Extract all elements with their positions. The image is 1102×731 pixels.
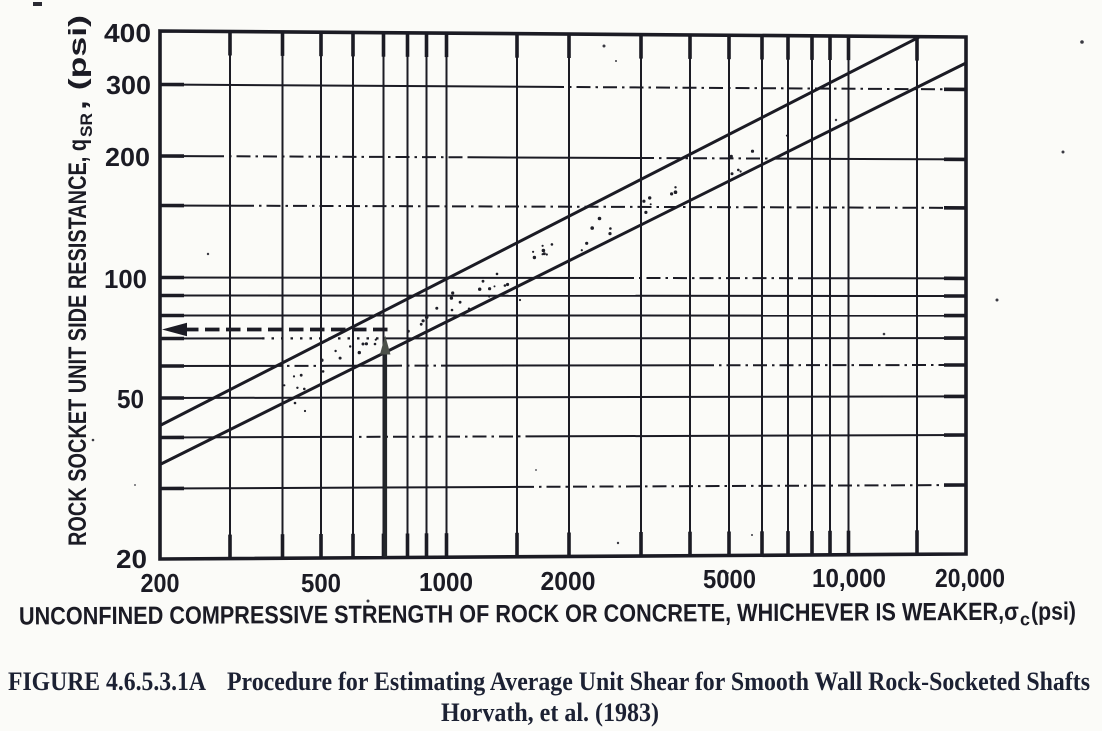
svg-text:200: 200 [105,142,150,172]
svg-text:300: 300 [106,70,151,100]
svg-text:SR: SR [77,113,96,137]
svg-text:5000: 5000 [703,564,756,594]
svg-text:100: 100 [104,264,147,294]
svg-text:UNCONFINED COMPRESSIVE STRENGT: UNCONFINED COMPRESSIVE STRENGTH OF ROCK … [19,598,1019,631]
svg-text:, (psi): , (psi) [64,15,92,110]
svg-text:10,000: 10,000 [812,563,886,593]
svg-text:Horvath, et al. (1983): Horvath, et al. (1983) [441,698,659,727]
svg-text:20,000: 20,000 [935,563,1005,593]
svg-text:ROCK SOCKET UNIT SIDE RESISTAN: ROCK SOCKET UNIT SIDE RESISTANCE, q [64,139,92,546]
svg-text:c: c [1020,609,1030,629]
svg-text:(psi): (psi) [1031,598,1076,626]
svg-text:1000: 1000 [419,567,473,597]
svg-text:Procedure for Estimating Avera: Procedure for Estimating Average Unit Sh… [227,667,1090,696]
svg-text:50: 50 [117,384,144,414]
svg-text:FIGURE 4.6.5.3.1A: FIGURE 4.6.5.3.1A [8,667,206,696]
svg-text:2000: 2000 [541,566,596,596]
svg-text:500: 500 [301,568,341,598]
svg-text:400: 400 [104,18,151,48]
svg-text:200: 200 [141,568,180,598]
svg-text:20: 20 [116,544,147,574]
